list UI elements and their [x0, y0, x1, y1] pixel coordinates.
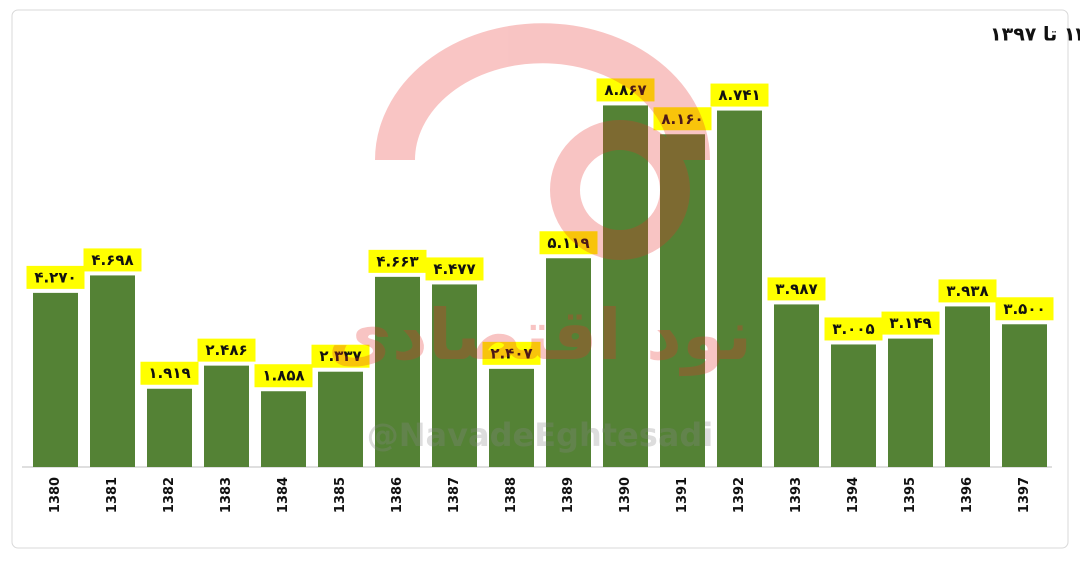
bar: [33, 292, 78, 467]
bar: [375, 276, 420, 467]
value-label: ۴.۶۶۳: [376, 252, 418, 270]
x-tick-label: 1394: [846, 477, 861, 513]
value-label: ۲.۴۸۶: [205, 341, 247, 359]
value-label: ۴.۶۹۸: [91, 251, 133, 269]
value-label: ۳.۱۴۹: [889, 314, 931, 332]
value-label: ۵.۱۱۹: [547, 234, 589, 252]
x-tick-label: 1380: [48, 477, 63, 513]
bar: [90, 275, 135, 467]
value-label-box: [938, 279, 997, 303]
value-label: ۸.۸۶۷: [604, 81, 646, 99]
value-label-box: [653, 107, 712, 131]
value-label: ۴.۴۷۷: [433, 260, 475, 278]
x-tick-label: 1384: [276, 477, 291, 513]
value-label-box: [824, 317, 883, 341]
value-label-box: [140, 361, 199, 385]
value-label: ۲.۳۳۷: [319, 347, 361, 365]
value-label: ۳.۵۰۰: [1003, 300, 1045, 318]
value-label-box: [83, 248, 142, 272]
x-tick-label: 1387: [447, 477, 462, 513]
bar: [945, 306, 990, 467]
value-label-box: [596, 78, 655, 102]
bar: [831, 344, 876, 467]
x-tick-label: 1397: [1017, 477, 1032, 513]
watermark: نود اقتصادی @NavadeEghtesadi: [328, 23, 752, 454]
bar: [717, 110, 762, 467]
bar: [261, 391, 306, 467]
x-tick-label: 1382: [162, 477, 177, 513]
x-tick-label: 1389: [561, 477, 576, 513]
x-tick-label: 1381: [105, 477, 120, 513]
bar: [432, 284, 477, 467]
x-tick-label: 1383: [219, 477, 234, 513]
x-tick-label: 1391: [675, 477, 690, 513]
value-label: ۳.۹۸۷: [775, 280, 817, 298]
bar: [204, 365, 249, 467]
value-label-box: [881, 311, 940, 335]
bar: [546, 258, 591, 467]
value-label-box: [311, 344, 370, 368]
bar: [888, 338, 933, 467]
watermark-handle: @NavadeEghtesadi: [367, 416, 714, 454]
x-tick-label: 1386: [390, 477, 405, 513]
value-label-box: [26, 265, 85, 289]
x-tick-label: 1393: [789, 477, 804, 513]
watermark-logo: [375, 23, 710, 161]
value-label: ۳.۰۰۵: [832, 320, 874, 338]
value-label-box: [539, 231, 598, 255]
value-label: ۳.۹۳۸: [946, 282, 988, 300]
watermark-text: نود اقتصادی: [328, 294, 752, 376]
x-tick-label: 1385: [333, 477, 348, 513]
bar: [1002, 324, 1047, 467]
x-tick-label: 1390: [618, 477, 633, 513]
value-label: ۲.۴۰۷: [490, 344, 532, 362]
watermark-logo: [550, 120, 690, 260]
value-label: ۸.۱۶۰: [661, 110, 703, 128]
value-label-box: [425, 257, 484, 281]
bar: [489, 368, 534, 467]
value-label-box: [482, 341, 541, 365]
value-label-box: [995, 297, 1054, 321]
bar: [603, 105, 648, 467]
x-tick-label: 1395: [903, 477, 918, 513]
x-tick-label: 1392: [732, 477, 747, 513]
value-label-box: [710, 83, 769, 107]
value-label: ۸.۷۴۱: [718, 86, 760, 104]
x-tick-label: 1388: [504, 477, 519, 513]
value-label-box: [368, 249, 427, 273]
value-label: ۴.۲۷۰: [34, 268, 76, 286]
bar: [774, 304, 819, 467]
plot-area: 1380 ۴.۲۷۰ 1381 ۴.۶۹۸ 1382 ۱.۹۱۹ 1383 ۲.۴۸۶ 1384…: [22, 78, 1054, 513]
value-label-box: [197, 338, 256, 362]
bar: [318, 371, 363, 467]
chart-title: تعداد واحدهای مسکونی نوسازی‌شده واقع در …: [990, 24, 1080, 46]
value-label-box: [767, 277, 826, 301]
value-label-box: [254, 364, 313, 388]
bar: [147, 388, 192, 467]
value-label: ۱.۹۱۹: [148, 364, 190, 382]
x-tick-label: 1396: [960, 477, 975, 513]
value-label: ۱.۸۵۸: [262, 367, 304, 385]
bar: [660, 134, 705, 467]
